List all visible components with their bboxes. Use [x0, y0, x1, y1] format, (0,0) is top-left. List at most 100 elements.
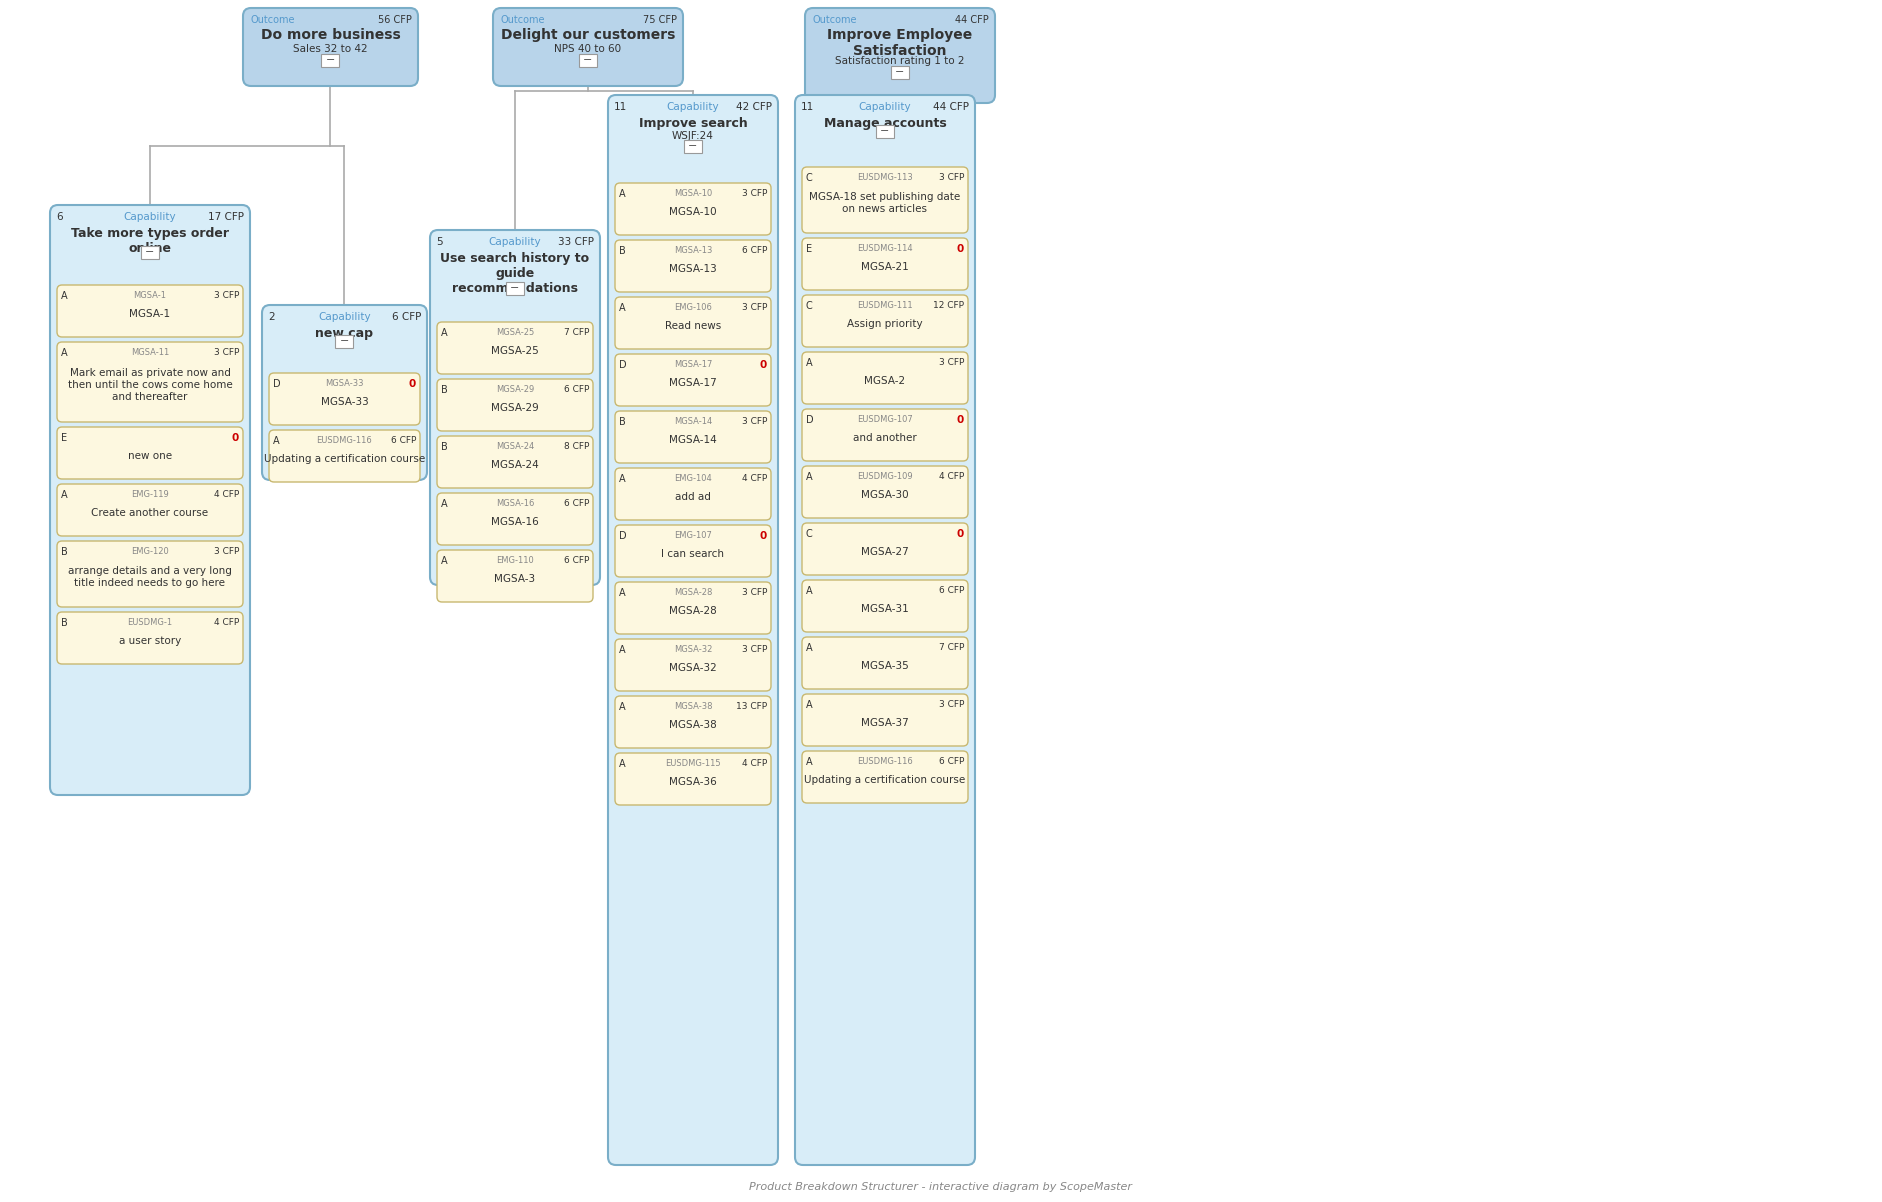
FancyBboxPatch shape	[615, 468, 772, 520]
FancyBboxPatch shape	[794, 95, 975, 1165]
Text: MGSA-32: MGSA-32	[674, 645, 711, 654]
FancyBboxPatch shape	[615, 411, 772, 463]
Text: −: −	[510, 282, 519, 293]
Text: A: A	[60, 291, 68, 300]
Text: I can search: I can search	[661, 549, 725, 559]
Text: −: −	[881, 126, 890, 136]
Text: 0: 0	[760, 531, 768, 541]
FancyBboxPatch shape	[802, 751, 967, 803]
FancyBboxPatch shape	[56, 612, 243, 664]
Bar	[580, 54, 597, 66]
Text: 0: 0	[956, 415, 964, 426]
Text: EMG-119: EMG-119	[132, 490, 169, 499]
Text: 3 CFP: 3 CFP	[742, 417, 768, 426]
Text: B: B	[440, 385, 448, 395]
Bar	[875, 125, 894, 137]
Text: A: A	[440, 499, 448, 508]
Text: MGSA-1: MGSA-1	[134, 291, 166, 300]
Text: Mark email as private now and
then until the cows come home
and thereafter: Mark email as private now and then until…	[68, 368, 231, 401]
Text: 7 CFP: 7 CFP	[563, 328, 589, 337]
Text: 12 CFP: 12 CFP	[933, 300, 964, 310]
Text: MGSA-31: MGSA-31	[862, 603, 909, 614]
FancyBboxPatch shape	[51, 206, 250, 795]
Text: A: A	[805, 757, 813, 767]
Text: 13 CFP: 13 CFP	[736, 702, 768, 712]
Text: MGSA-14: MGSA-14	[674, 417, 711, 426]
FancyBboxPatch shape	[802, 294, 967, 347]
Text: 3 CFP: 3 CFP	[939, 700, 964, 709]
Text: 6 CFP: 6 CFP	[939, 587, 964, 595]
Text: MGSA-25: MGSA-25	[491, 346, 538, 356]
Text: Improve Employee
Satisfaction: Improve Employee Satisfaction	[828, 28, 973, 58]
Text: and another: and another	[853, 433, 917, 444]
Text: EUSDMG-107: EUSDMG-107	[856, 415, 913, 424]
Text: Capability: Capability	[858, 102, 911, 112]
Text: 5: 5	[437, 237, 442, 246]
Text: 7 CFP: 7 CFP	[939, 643, 964, 651]
Text: A: A	[273, 436, 280, 446]
Text: −: −	[896, 67, 905, 77]
Text: Updating a certification course: Updating a certification course	[263, 454, 425, 464]
Text: Capability: Capability	[318, 313, 371, 322]
Text: Assign priority: Assign priority	[847, 319, 922, 329]
Text: MGSA-33: MGSA-33	[320, 397, 369, 407]
Text: Outcome: Outcome	[813, 14, 858, 25]
Text: A: A	[619, 702, 625, 712]
Text: 11: 11	[802, 102, 815, 112]
Text: −: −	[341, 337, 350, 346]
FancyBboxPatch shape	[56, 541, 243, 607]
Text: Improve search: Improve search	[638, 117, 747, 130]
Text: −: −	[145, 246, 154, 257]
Text: A: A	[619, 189, 625, 200]
Text: MGSA-13: MGSA-13	[674, 246, 711, 255]
Text: EMG-106: EMG-106	[674, 303, 711, 313]
Text: 4 CFP: 4 CFP	[215, 490, 239, 499]
Text: A: A	[619, 474, 625, 484]
FancyBboxPatch shape	[615, 355, 772, 406]
Text: MGSA-10: MGSA-10	[674, 189, 711, 198]
Text: EUSDMG-113: EUSDMG-113	[856, 173, 913, 182]
Text: 3 CFP: 3 CFP	[742, 303, 768, 313]
Text: Capability: Capability	[124, 212, 177, 222]
Text: add ad: add ad	[676, 492, 711, 502]
Text: MGSA-3: MGSA-3	[495, 575, 536, 584]
Text: 3 CFP: 3 CFP	[215, 291, 239, 300]
Text: 4 CFP: 4 CFP	[215, 618, 239, 627]
Text: MGSA-28: MGSA-28	[670, 606, 717, 615]
FancyBboxPatch shape	[802, 167, 967, 233]
FancyBboxPatch shape	[429, 230, 600, 585]
FancyBboxPatch shape	[437, 493, 593, 545]
Text: MGSA-28: MGSA-28	[674, 588, 711, 597]
Text: A: A	[805, 700, 813, 710]
Text: MGSA-17: MGSA-17	[674, 361, 711, 369]
FancyBboxPatch shape	[615, 240, 772, 292]
Text: Use search history to
guide
recommendations: Use search history to guide recommendati…	[440, 252, 589, 294]
FancyBboxPatch shape	[437, 551, 593, 602]
Text: MGSA-1: MGSA-1	[130, 309, 171, 319]
Text: new cap: new cap	[316, 327, 373, 340]
Text: −: −	[326, 55, 335, 65]
FancyBboxPatch shape	[615, 639, 772, 691]
Text: MGSA-18 set publishing date
on news articles: MGSA-18 set publishing date on news arti…	[809, 192, 960, 214]
Text: 2: 2	[267, 313, 275, 322]
Text: 44 CFP: 44 CFP	[933, 102, 969, 112]
FancyBboxPatch shape	[437, 379, 593, 432]
FancyBboxPatch shape	[802, 694, 967, 746]
Text: MGSA-10: MGSA-10	[670, 207, 717, 218]
Text: MGSA-25: MGSA-25	[495, 328, 534, 337]
Text: D: D	[273, 379, 280, 389]
FancyBboxPatch shape	[269, 373, 420, 426]
Text: 3 CFP: 3 CFP	[742, 588, 768, 597]
Text: EUSDMG-1: EUSDMG-1	[128, 618, 173, 627]
Text: B: B	[440, 442, 448, 452]
FancyBboxPatch shape	[802, 238, 967, 290]
FancyBboxPatch shape	[615, 183, 772, 236]
Text: C: C	[805, 173, 813, 183]
Text: A: A	[619, 588, 625, 599]
FancyBboxPatch shape	[802, 409, 967, 462]
Text: 6 CFP: 6 CFP	[742, 246, 768, 255]
FancyBboxPatch shape	[262, 305, 427, 480]
Text: B: B	[619, 417, 625, 427]
Text: A: A	[440, 557, 448, 566]
FancyBboxPatch shape	[269, 430, 420, 482]
